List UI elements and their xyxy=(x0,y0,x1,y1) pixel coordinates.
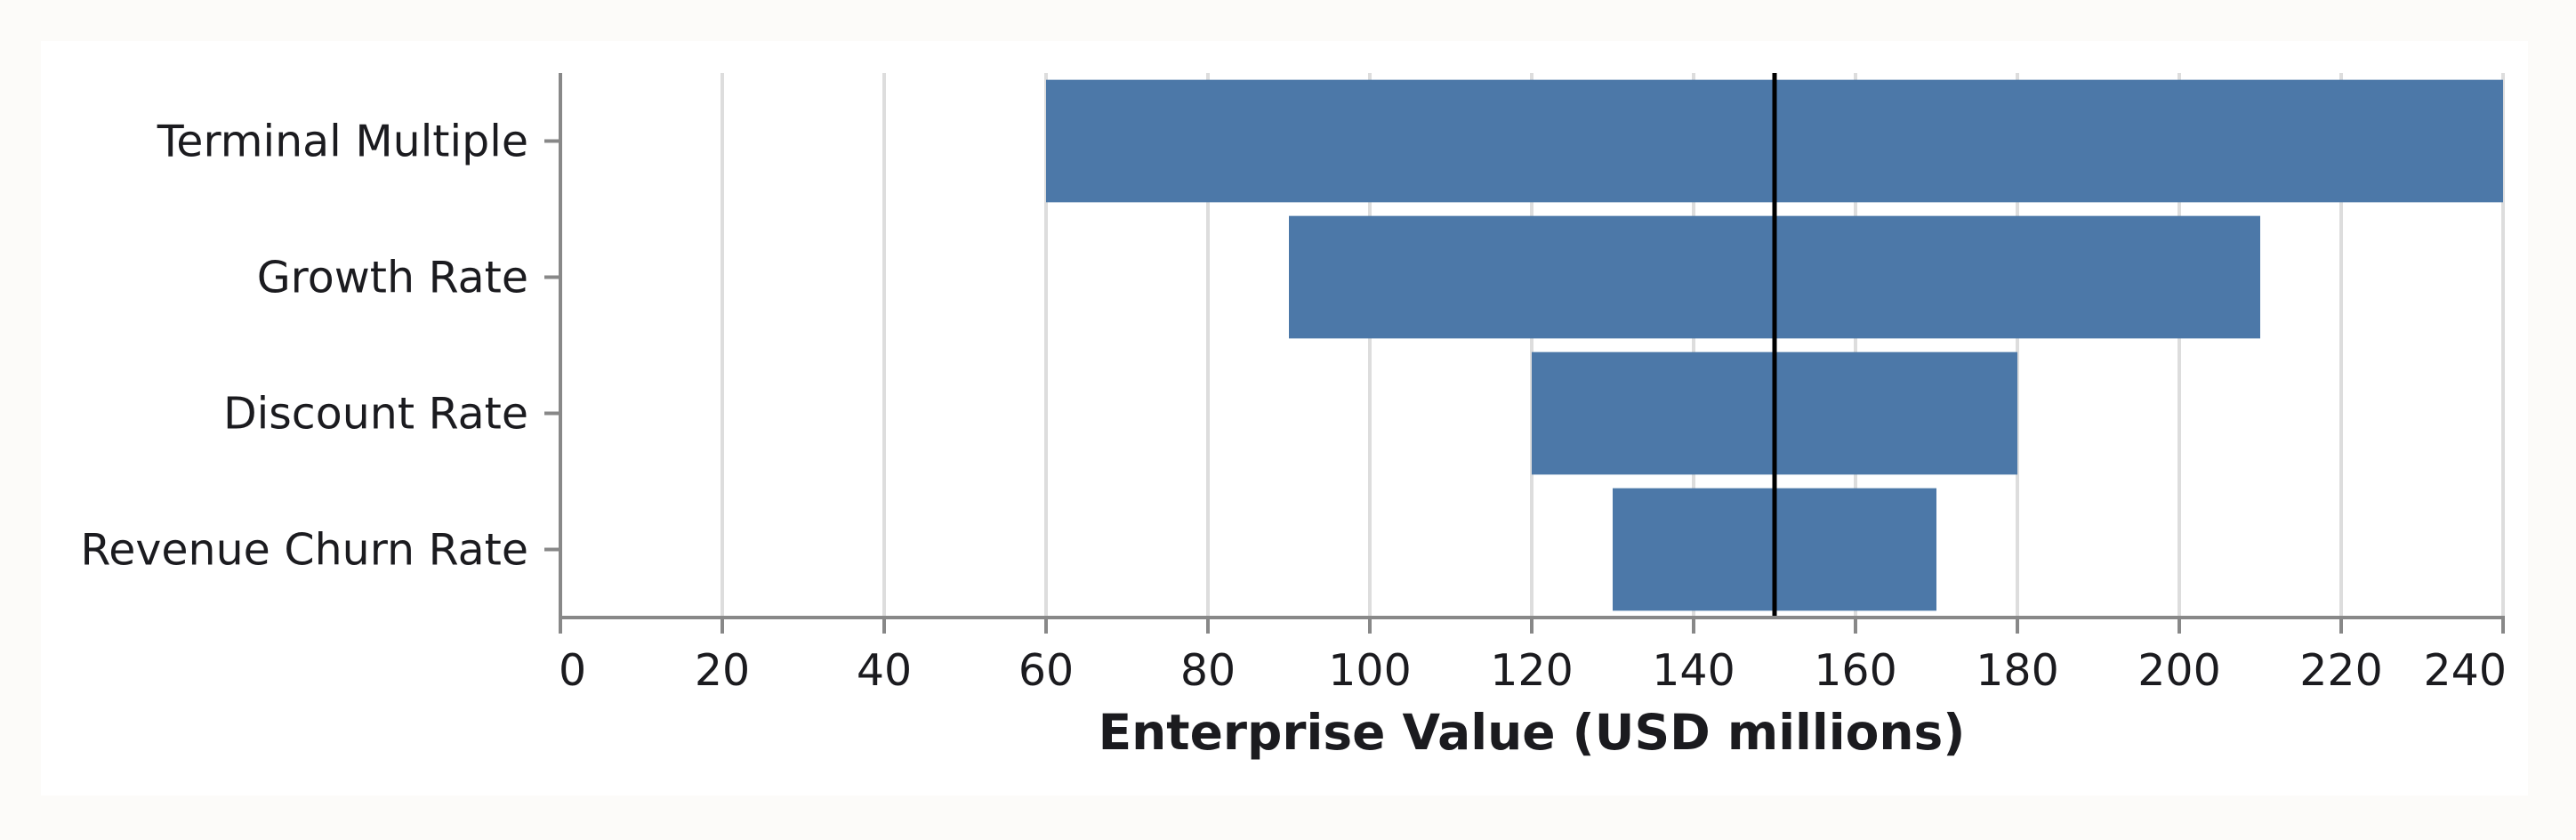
x-axis-title: Enterprise Value (USD millions) xyxy=(1099,704,1966,761)
x-tick-label: 220 xyxy=(2299,645,2383,696)
category-label: Terminal Multiple xyxy=(157,117,528,167)
category-label: Revenue Churn Rate xyxy=(80,525,528,576)
chart-canvas: 0 20 40 60 80 100 120 140 160 180 200 220 240 Termin… xyxy=(41,41,2528,796)
x-tick-label: 40 xyxy=(857,645,912,696)
x-tick-label: 0 xyxy=(559,645,586,696)
x-tick-label: 200 xyxy=(2137,645,2221,696)
x-axis-ticks: 0 20 40 60 80 100 120 140 160 180 200 220 240 xyxy=(559,618,2507,696)
x-tick-label: 160 xyxy=(1814,645,1897,696)
tornado-chart: 0 20 40 60 80 100 120 140 160 180 200 220 240 Termin… xyxy=(80,73,2507,761)
x-tick-label: 180 xyxy=(1976,645,2059,696)
category-label: Discount Rate xyxy=(223,389,528,440)
category-label: Growth Rate xyxy=(257,253,528,303)
x-tick-label: 240 xyxy=(2423,645,2507,696)
x-tick-label: 20 xyxy=(695,645,750,696)
x-tick-label: 80 xyxy=(1180,645,1236,696)
x-tick-label: 120 xyxy=(1490,645,1574,696)
x-tick-label: 60 xyxy=(1018,645,1074,696)
x-tick-label: 140 xyxy=(1652,645,1735,696)
x-tick-label: 100 xyxy=(1328,645,1412,696)
y-axis-ticks: Terminal Multiple Growth Rate Discount Rat… xyxy=(80,117,560,576)
